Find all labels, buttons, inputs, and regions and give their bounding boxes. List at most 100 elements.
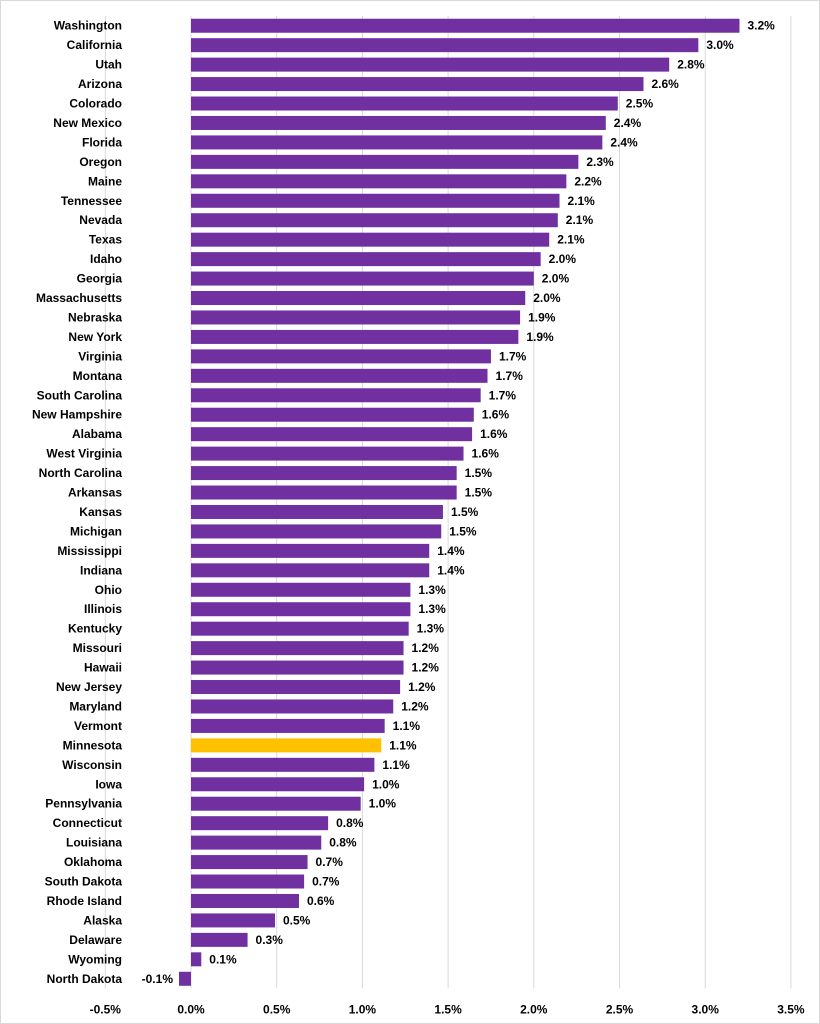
- value-label: 1.1%: [382, 758, 410, 772]
- value-label: 0.7%: [316, 855, 344, 869]
- bar: [191, 816, 329, 831]
- category-label: Kentucky: [68, 622, 122, 636]
- bar: [191, 174, 567, 189]
- category-label: Florida: [82, 135, 122, 149]
- category-label: Mississippi: [57, 544, 122, 558]
- category-label: South Carolina: [37, 388, 123, 402]
- value-label: 0.3%: [256, 933, 284, 947]
- category-label: Indiana: [80, 563, 122, 577]
- value-label: 0.8%: [336, 816, 364, 830]
- category-label: Alabama: [72, 427, 122, 441]
- value-label: 1.4%: [437, 544, 465, 558]
- category-label: New York: [68, 330, 122, 344]
- bar: [191, 427, 473, 442]
- bar: [191, 582, 411, 597]
- value-label: 1.9%: [526, 330, 554, 344]
- value-label: 1.7%: [489, 388, 517, 402]
- bar: [191, 932, 248, 947]
- bar: [191, 135, 603, 150]
- value-label: 2.4%: [610, 135, 638, 149]
- bars: [179, 18, 740, 986]
- category-label: Connecticut: [53, 816, 122, 830]
- x-tick-label: 3.5%: [777, 1003, 805, 1017]
- bar: [191, 446, 464, 461]
- category-label: Arizona: [78, 77, 122, 91]
- value-label: 2.4%: [614, 116, 642, 130]
- x-tick-label: 1.5%: [434, 1003, 462, 1017]
- bar: [191, 699, 394, 714]
- bar: [191, 543, 430, 558]
- category-label: Vermont: [74, 719, 122, 733]
- bar: [191, 291, 526, 306]
- value-label: 1.1%: [393, 719, 421, 733]
- category-label: Oregon: [79, 155, 122, 169]
- category-label: Nevada: [79, 213, 122, 227]
- value-label: 1.0%: [372, 777, 400, 791]
- category-label: Minnesota: [63, 738, 123, 752]
- bar: [191, 641, 404, 656]
- value-label: 1.6%: [472, 447, 500, 461]
- value-label: 2.1%: [568, 194, 596, 208]
- value-label: 0.6%: [307, 894, 335, 908]
- bar: [191, 57, 670, 72]
- category-label: Georgia: [77, 272, 123, 286]
- value-label: 1.5%: [465, 486, 493, 500]
- value-label: 1.3%: [417, 622, 445, 636]
- category-label: Wisconsin: [62, 758, 122, 772]
- bar: [191, 407, 474, 422]
- category-label: Illinois: [84, 602, 122, 616]
- value-label: 0.8%: [329, 836, 357, 850]
- value-label: 2.1%: [566, 213, 594, 227]
- bar: [191, 855, 308, 870]
- bar: [191, 193, 560, 208]
- x-tick-label: -0.5%: [90, 1003, 122, 1017]
- bar: [191, 329, 519, 344]
- bar: [191, 504, 443, 519]
- bar: [191, 738, 382, 753]
- category-label: California: [67, 38, 123, 52]
- value-label: 1.5%: [451, 505, 479, 519]
- x-tick-label: 1.0%: [349, 1003, 377, 1017]
- bar: [191, 232, 550, 247]
- bar: [191, 271, 534, 286]
- category-label: Texas: [89, 233, 122, 247]
- bar: [191, 893, 299, 908]
- x-tick-label: 0.5%: [263, 1003, 291, 1017]
- category-label: Hawaii: [84, 661, 122, 675]
- category-label: Arkansas: [68, 486, 122, 500]
- value-label: 2.6%: [651, 77, 679, 91]
- value-label: 2.0%: [533, 291, 561, 305]
- category-label: North Dakota: [47, 972, 123, 986]
- bar: [191, 660, 404, 675]
- value-label: 1.5%: [465, 466, 493, 480]
- value-label: 3.0%: [706, 38, 734, 52]
- x-tick-label: 2.5%: [606, 1003, 634, 1017]
- bar: [191, 252, 541, 267]
- bar: [191, 835, 322, 850]
- category-label: Kansas: [79, 505, 122, 519]
- category-label: Louisiana: [66, 836, 122, 850]
- bar: [191, 777, 365, 792]
- bar: [179, 971, 191, 986]
- category-label: Maryland: [69, 699, 122, 713]
- bar: [191, 718, 385, 733]
- value-label: 0.1%: [209, 952, 237, 966]
- category-label: Washington: [54, 19, 122, 33]
- bar: [191, 368, 488, 383]
- bar: [191, 602, 411, 617]
- value-label: 1.6%: [482, 408, 510, 422]
- value-label: 1.6%: [480, 427, 508, 441]
- value-label: 1.9%: [528, 310, 556, 324]
- value-label: 1.2%: [408, 680, 436, 694]
- value-label: 0.7%: [312, 875, 340, 889]
- value-label: 2.0%: [549, 252, 577, 266]
- category-label: Alaska: [83, 913, 122, 927]
- category-label: Maine: [88, 174, 122, 188]
- bar: [191, 115, 606, 130]
- bar: [191, 796, 361, 811]
- value-label: 1.3%: [418, 583, 446, 597]
- bar: [191, 310, 521, 325]
- value-label: 2.5%: [626, 97, 654, 111]
- value-label: 1.2%: [412, 661, 440, 675]
